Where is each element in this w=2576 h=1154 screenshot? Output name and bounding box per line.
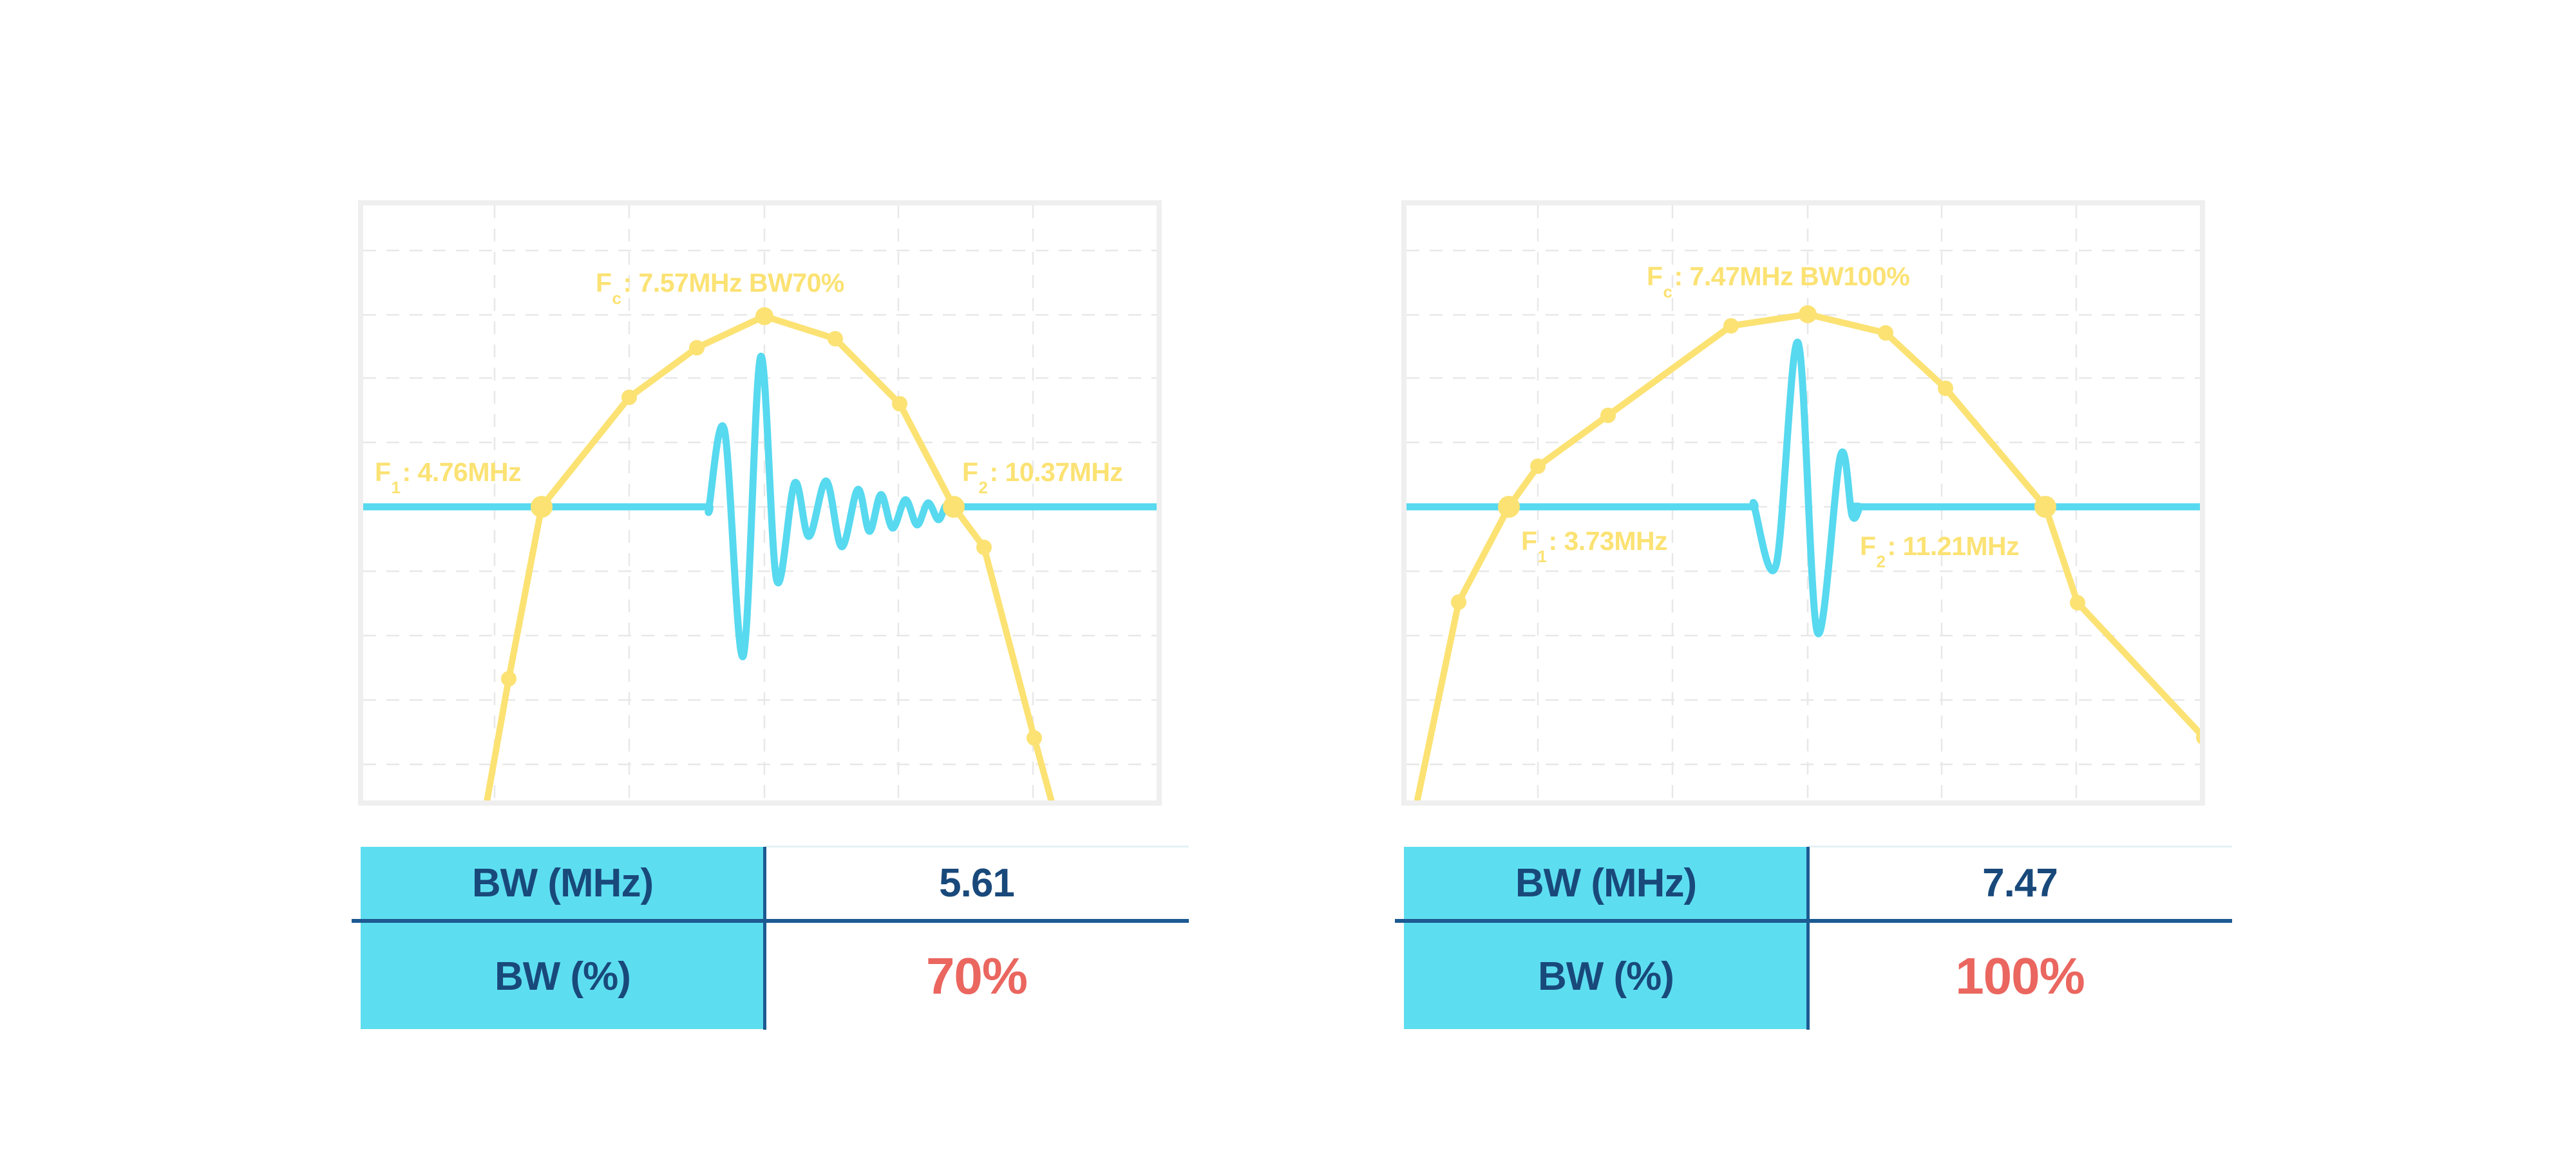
annotation-subscript: c <box>612 288 621 308</box>
data-point-marker <box>2034 496 2056 518</box>
annotation-value: : 11.21MHz <box>1887 531 2020 561</box>
bw100-spectrum-plot <box>1401 200 2205 806</box>
pulse-waveform-line <box>363 353 1157 660</box>
annotation-value: : 4.76MHz <box>402 457 522 487</box>
annotation-symbol: F <box>375 457 391 487</box>
data-point-marker <box>1027 730 1042 746</box>
bw-percent-label: BW (%) <box>495 954 631 999</box>
table-top-border <box>764 846 1189 847</box>
annotation-value: : 3.73MHz <box>1548 526 1668 556</box>
annotation-symbol: F <box>1521 526 1537 556</box>
f1-annotation: F1: 4.76MHz <box>375 457 522 496</box>
bw-mhz-label: BW (MHz) <box>1515 861 1697 905</box>
bw70-spectrum-plot <box>358 200 1162 806</box>
annotation-value: : 7.57MHz BW70% <box>623 268 845 298</box>
data-point-marker <box>755 307 773 325</box>
table-column-divider <box>1806 847 1810 1030</box>
data-point-marker <box>531 496 553 518</box>
table-top-border <box>1808 846 2232 847</box>
bw100-bandwidth-table: BW (MHz) 7.47 BW (%) 100% <box>1395 844 2233 1032</box>
bw70-bandwidth-table: BW (MHz) 5.61 BW (%) 70% <box>352 844 1190 1032</box>
table-row-divider <box>1395 919 2232 923</box>
annotation-symbol: F <box>596 268 612 298</box>
bw70-panel: Fc: 7.57MHz BW70% F1: 4.76MHz F2: 10.37M… <box>352 0 1190 1154</box>
data-point-marker <box>1878 325 1893 341</box>
data-point-marker <box>2070 595 2085 610</box>
bw-mhz-value: 7.47 <box>1982 861 2058 905</box>
data-point-marker <box>1938 381 1953 396</box>
annotation-subscript: 2 <box>1876 552 1886 572</box>
bw100-panel: Fc: 7.47MHz BW100% F1: 3.73MHz F2: 11.21… <box>1395 0 2233 1154</box>
annotation-subscript: 1 <box>391 478 401 498</box>
data-point-marker <box>1498 496 1520 518</box>
data-point-marker <box>828 331 843 346</box>
annotation-subscript: c <box>1663 282 1672 302</box>
data-point-marker <box>1530 459 1546 474</box>
bw70-spectrum-chart: Fc: 7.57MHz BW70% F1: 4.76MHz F2: 10.37M… <box>358 200 1162 806</box>
data-point-marker <box>621 390 637 405</box>
bw-percent-value: 70% <box>925 947 1028 1005</box>
annotation-subscript: 1 <box>1537 547 1547 567</box>
table-header-column-background <box>361 847 764 1029</box>
data-point-marker <box>943 496 965 518</box>
spectrum-line <box>1414 311 2200 800</box>
data-point-marker <box>976 540 992 555</box>
bw-percent-label: BW (%) <box>1538 954 1674 999</box>
data-point-marker <box>1799 305 1817 323</box>
data-point-marker <box>1451 594 1466 610</box>
bw-mhz-value: 5.61 <box>939 861 1015 905</box>
data-point-marker <box>501 671 516 686</box>
f2-annotation: F2: 11.21MHz <box>1860 531 2020 570</box>
f2-annotation: F2: 10.37MHz <box>962 457 1123 496</box>
annotation-value: : 10.37MHz <box>989 457 1123 487</box>
chart-frame <box>358 200 1162 806</box>
f1-annotation: F1: 3.73MHz <box>1521 526 1668 565</box>
data-point-marker <box>1600 408 1616 423</box>
center-frequency-annotation: Fc: 7.57MHz BW70% <box>596 268 845 307</box>
data-point-marker <box>689 340 705 355</box>
pulse-waveform-line <box>1406 339 2200 638</box>
chart-frame <box>1401 200 2205 806</box>
data-point-marker <box>1723 318 1739 334</box>
center-frequency-annotation: Fc: 7.47MHz BW100% <box>1647 261 1910 300</box>
bw-percent-value: 100% <box>1955 947 2085 1005</box>
data-point-marker <box>2196 730 2200 744</box>
annotation-symbol: F <box>1647 261 1663 291</box>
bw-mhz-label: BW (MHz) <box>471 861 654 905</box>
annotation-subscript: 2 <box>978 478 988 498</box>
table-row-divider <box>352 919 1189 923</box>
spectrum-line <box>484 313 1055 800</box>
annotation-symbol: F <box>962 457 978 487</box>
annotation-symbol: F <box>1860 531 1876 561</box>
data-point-marker <box>892 396 907 411</box>
table-column-divider <box>763 847 766 1030</box>
bw100-spectrum-chart: Fc: 7.47MHz BW100% F1: 3.73MHz F2: 11.21… <box>1401 200 2205 806</box>
table-header-column-background <box>1404 847 1808 1029</box>
annotation-value: : 7.47MHz BW100% <box>1674 261 1910 291</box>
